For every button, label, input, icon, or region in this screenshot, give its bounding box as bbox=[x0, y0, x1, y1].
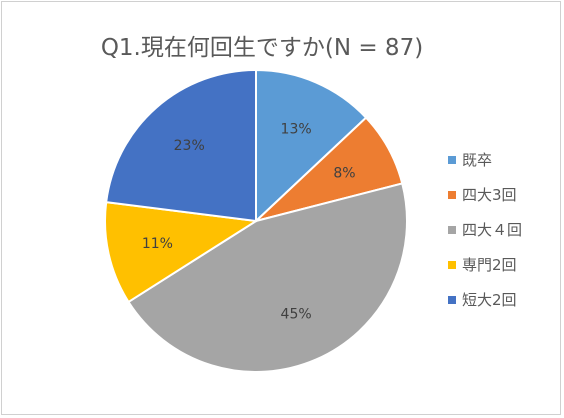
legend-label: 短大2回 bbox=[462, 291, 517, 309]
legend-swatch bbox=[448, 225, 456, 234]
pie-slice-kisotsu bbox=[255, 68, 368, 224]
legend-item-university-4th: 四大４回 bbox=[448, 212, 522, 247]
legend-label: 既卒 bbox=[462, 151, 493, 169]
pie-slice-vocational-2nd bbox=[104, 200, 259, 304]
legend-swatch bbox=[448, 190, 456, 199]
data-label-junior-college-2nd: 23% bbox=[174, 138, 205, 154]
data-label-university-4th: 45% bbox=[281, 307, 312, 323]
legend-swatch bbox=[448, 295, 456, 304]
legend-item-kisotsu: 既卒 bbox=[448, 142, 522, 177]
chart-title: Q1.現在何回生ですか(N = 87) bbox=[100, 35, 424, 61]
legend-item-university-3rd: 四大3回 bbox=[448, 177, 522, 212]
legend-swatch bbox=[448, 260, 456, 269]
legend-label: 四大４回 bbox=[462, 221, 523, 239]
pie-data-labels: 13% 8% 45% 11% 23% bbox=[142, 121, 356, 322]
data-label-university-3rd: 8% bbox=[333, 165, 355, 181]
pie-slice-university-4th bbox=[127, 182, 408, 373]
data-label-vocational-2nd: 11% bbox=[142, 236, 173, 252]
pie-slice-junior-college-2nd bbox=[105, 68, 257, 223]
legend: 既卒 四大3回 四大４回 専門2回 短大2回 bbox=[448, 142, 522, 317]
legend-item-junior-college-2nd: 短大2回 bbox=[448, 282, 522, 317]
legend-swatch bbox=[448, 155, 456, 164]
legend-label: 四大3回 bbox=[462, 186, 517, 204]
data-label-kisotsu: 13% bbox=[281, 121, 312, 137]
legend-item-vocational-2nd: 専門2回 bbox=[448, 247, 522, 282]
legend-label: 専門2回 bbox=[462, 256, 517, 274]
pie-slices bbox=[104, 68, 408, 373]
